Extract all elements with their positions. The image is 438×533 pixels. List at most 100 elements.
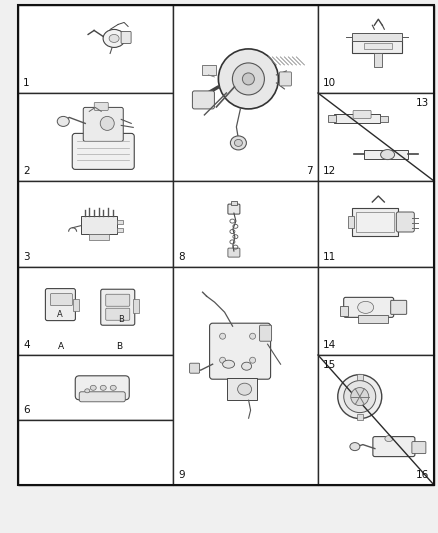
FancyBboxPatch shape [121,31,131,44]
Ellipse shape [343,381,375,413]
FancyBboxPatch shape [79,392,125,402]
FancyBboxPatch shape [227,204,239,214]
Text: A: A [57,310,62,319]
Bar [117,220,122,224]
Bar [356,414,362,419]
Text: 11: 11 [322,252,336,262]
Bar [226,378,256,400]
Ellipse shape [380,150,394,159]
Ellipse shape [222,360,234,368]
Bar [202,65,216,75]
Bar [379,116,387,123]
Ellipse shape [85,389,89,393]
Ellipse shape [219,357,225,363]
FancyBboxPatch shape [100,289,134,325]
Ellipse shape [230,136,246,150]
Ellipse shape [249,333,255,339]
Ellipse shape [237,383,251,395]
Text: 1: 1 [23,78,29,88]
Text: 10: 10 [322,78,336,88]
Bar [352,208,397,236]
Bar [339,306,347,317]
Ellipse shape [109,35,119,43]
Bar [357,316,387,324]
FancyBboxPatch shape [352,110,370,118]
FancyBboxPatch shape [209,323,270,379]
Ellipse shape [100,385,106,390]
FancyBboxPatch shape [106,308,130,320]
Bar [117,228,122,232]
Bar [18,267,173,355]
Ellipse shape [110,385,116,390]
Ellipse shape [384,435,392,442]
FancyBboxPatch shape [72,133,134,169]
Ellipse shape [90,385,96,390]
Bar [352,33,401,41]
Ellipse shape [103,29,125,47]
Bar [18,93,173,181]
FancyBboxPatch shape [189,363,199,373]
FancyBboxPatch shape [372,437,414,457]
Bar [317,355,433,485]
FancyBboxPatch shape [83,108,123,141]
Bar [317,93,433,181]
FancyBboxPatch shape [259,325,271,341]
Text: 2: 2 [23,166,29,176]
FancyBboxPatch shape [50,294,72,305]
FancyBboxPatch shape [227,248,239,257]
Ellipse shape [349,442,359,450]
Bar [81,216,117,233]
Text: 16: 16 [415,470,428,480]
FancyBboxPatch shape [390,301,406,314]
Bar [18,355,173,420]
Bar [18,5,173,93]
Text: A: A [58,343,64,351]
Bar [356,374,362,379]
Bar [317,181,433,267]
Bar [230,201,237,205]
Text: 7: 7 [306,166,312,176]
Bar [347,216,353,228]
Text: 14: 14 [322,340,336,350]
Bar [363,150,406,159]
Ellipse shape [350,387,368,406]
Bar [333,115,379,124]
Text: 6: 6 [23,405,29,415]
Bar [73,298,79,311]
Bar [88,233,108,240]
Ellipse shape [241,362,251,370]
Bar [173,181,317,267]
FancyBboxPatch shape [411,442,425,454]
FancyBboxPatch shape [279,72,291,86]
Ellipse shape [242,73,254,85]
Text: 9: 9 [177,470,184,480]
Bar [352,39,401,53]
Ellipse shape [219,333,225,339]
Bar [327,116,336,123]
Text: 3: 3 [23,252,29,262]
FancyBboxPatch shape [396,212,413,232]
Text: 12: 12 [322,166,336,176]
Ellipse shape [232,63,264,95]
Ellipse shape [249,357,255,363]
Bar [18,420,173,485]
FancyBboxPatch shape [343,297,393,317]
Text: B: B [117,315,124,324]
Ellipse shape [337,375,381,418]
Bar [374,53,381,67]
Bar [317,267,433,355]
Bar [173,5,317,181]
Bar [356,212,393,232]
Bar [18,181,173,267]
Ellipse shape [218,49,278,109]
FancyBboxPatch shape [75,376,129,400]
Text: B: B [116,343,121,351]
FancyBboxPatch shape [106,294,130,306]
FancyBboxPatch shape [192,91,214,109]
Text: 15: 15 [322,360,336,370]
Text: 4: 4 [23,340,29,350]
Bar [132,299,138,313]
Bar [364,43,392,49]
Bar [317,5,433,93]
Bar [173,267,317,485]
